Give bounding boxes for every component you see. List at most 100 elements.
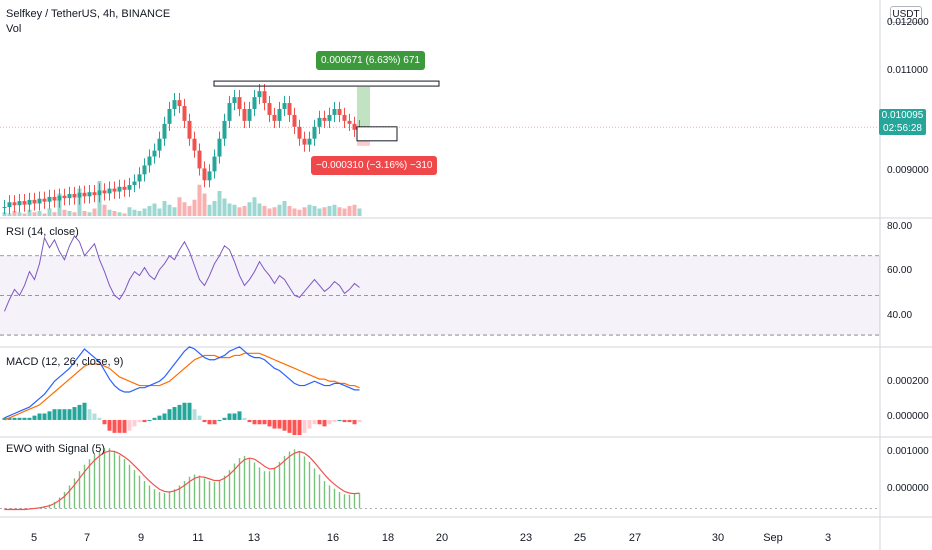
volume-bar bbox=[52, 212, 57, 216]
macd-histogram-bar bbox=[82, 402, 87, 420]
volume-bar bbox=[67, 211, 72, 216]
candle-body bbox=[257, 91, 262, 98]
macd-histogram-bar bbox=[202, 419, 207, 423]
candle-body bbox=[22, 201, 27, 205]
macd-histogram-bar bbox=[122, 419, 127, 433]
macd-histogram-bar bbox=[112, 419, 117, 433]
candle-body bbox=[37, 198, 42, 204]
candle-body bbox=[297, 126, 302, 139]
macd-histogram-bar bbox=[52, 409, 57, 420]
candle-body bbox=[327, 114, 332, 121]
volume-bar bbox=[87, 212, 92, 216]
candle-body bbox=[122, 186, 127, 190]
macd-histogram-bar bbox=[17, 417, 22, 420]
candle-body bbox=[342, 114, 347, 121]
measure-loss-label: −0.000310 (−3.16%) −310 bbox=[311, 156, 438, 175]
currency-button[interactable]: USDT bbox=[890, 6, 922, 23]
candle-body bbox=[127, 185, 132, 190]
macd-histogram-bar bbox=[312, 419, 317, 425]
x-axis-label: 11 bbox=[192, 532, 204, 544]
candle-body bbox=[267, 103, 272, 115]
macd-histogram-bar bbox=[132, 419, 137, 427]
volume-bar bbox=[122, 213, 127, 216]
volume-bar bbox=[182, 202, 187, 216]
macd-histogram-bar bbox=[2, 417, 7, 420]
ewo-axis-label: 0.000000 bbox=[887, 483, 929, 494]
volume-bar bbox=[302, 207, 307, 216]
macd-histogram-bar bbox=[297, 419, 302, 435]
macd-histogram-bar bbox=[287, 419, 292, 433]
macd-histogram-bar bbox=[357, 419, 362, 423]
candle-body bbox=[62, 195, 67, 199]
symbol-title: Selfkey / TetherUS, 4h, BINANCE bbox=[6, 8, 171, 20]
macd-histogram-bar bbox=[142, 419, 147, 423]
macd-histogram-bar bbox=[327, 419, 332, 425]
candlesticks bbox=[0, 80, 880, 215]
macd-histogram-bar bbox=[47, 411, 52, 420]
volume-bar bbox=[22, 213, 27, 216]
macd-histogram-bar bbox=[97, 417, 102, 420]
candle-body bbox=[242, 109, 247, 121]
volume-bar bbox=[177, 197, 182, 216]
candle-body bbox=[67, 193, 72, 199]
macd-histogram-bar bbox=[247, 419, 252, 423]
bar-countdown: 02:56:28 bbox=[883, 123, 922, 134]
volume-bar bbox=[227, 203, 232, 216]
candle-body bbox=[307, 138, 312, 145]
candle-body bbox=[112, 188, 117, 192]
rsi-axis-label: 80.00 bbox=[887, 221, 913, 232]
macd-title: MACD (12, 26, close, 9) bbox=[6, 356, 124, 368]
volume-bar bbox=[152, 203, 157, 216]
candle-body bbox=[42, 198, 47, 202]
volume-bar bbox=[27, 209, 32, 216]
candle-body bbox=[252, 97, 257, 109]
x-axis-label: 7 bbox=[83, 532, 91, 544]
candle-body bbox=[137, 174, 142, 182]
macd-histogram-bar bbox=[127, 419, 132, 431]
macd-histogram-bar bbox=[292, 419, 297, 435]
macd-histogram-bar bbox=[157, 415, 162, 420]
candle-body bbox=[277, 109, 282, 121]
macd-histogram-bar bbox=[342, 419, 347, 423]
candle-body bbox=[247, 109, 252, 121]
macd-histogram-bar bbox=[207, 419, 212, 425]
candle-body bbox=[97, 190, 102, 196]
candle-body bbox=[312, 126, 317, 139]
candle-body bbox=[12, 202, 17, 206]
macd-histogram-bar bbox=[107, 419, 112, 431]
x-axis-label: 16 bbox=[326, 532, 340, 544]
rsi-axis-label: 40.00 bbox=[887, 310, 913, 321]
macd-histogram-bar bbox=[317, 419, 322, 425]
macd-histogram-bar bbox=[222, 417, 227, 420]
macd-histogram-bar bbox=[62, 409, 67, 420]
candle-body bbox=[52, 196, 57, 201]
price-axis-label: 0.009000 bbox=[887, 165, 929, 176]
candle-body bbox=[287, 103, 292, 115]
candle-body bbox=[47, 196, 52, 202]
volume-bar bbox=[312, 206, 317, 216]
macd-axis-label: 0.000200 bbox=[887, 376, 929, 387]
volume-bar bbox=[102, 204, 107, 216]
candle-body bbox=[302, 138, 307, 145]
macd-histogram-bar bbox=[182, 402, 187, 420]
macd-histogram-bar bbox=[42, 413, 47, 420]
volume-bar bbox=[147, 206, 152, 216]
volume-bar bbox=[357, 208, 362, 216]
volume-bar bbox=[342, 208, 347, 216]
volume-bar bbox=[137, 211, 142, 216]
volume-bar bbox=[37, 211, 42, 216]
x-axis-label: Sep bbox=[763, 532, 783, 544]
volume-bar bbox=[17, 212, 22, 216]
candle-body bbox=[132, 181, 137, 186]
candle-body bbox=[182, 106, 187, 121]
volume-bar bbox=[222, 198, 227, 216]
macd-histogram-bar bbox=[172, 407, 177, 420]
macd-histogram-bar bbox=[337, 419, 342, 421]
volume-bar bbox=[32, 212, 37, 216]
macd-histogram-bar bbox=[302, 419, 307, 433]
price-axis-label: 0.011000 bbox=[887, 65, 928, 76]
volume-bar bbox=[47, 208, 52, 216]
volume-bar bbox=[112, 211, 117, 216]
volume-bar bbox=[132, 209, 137, 216]
